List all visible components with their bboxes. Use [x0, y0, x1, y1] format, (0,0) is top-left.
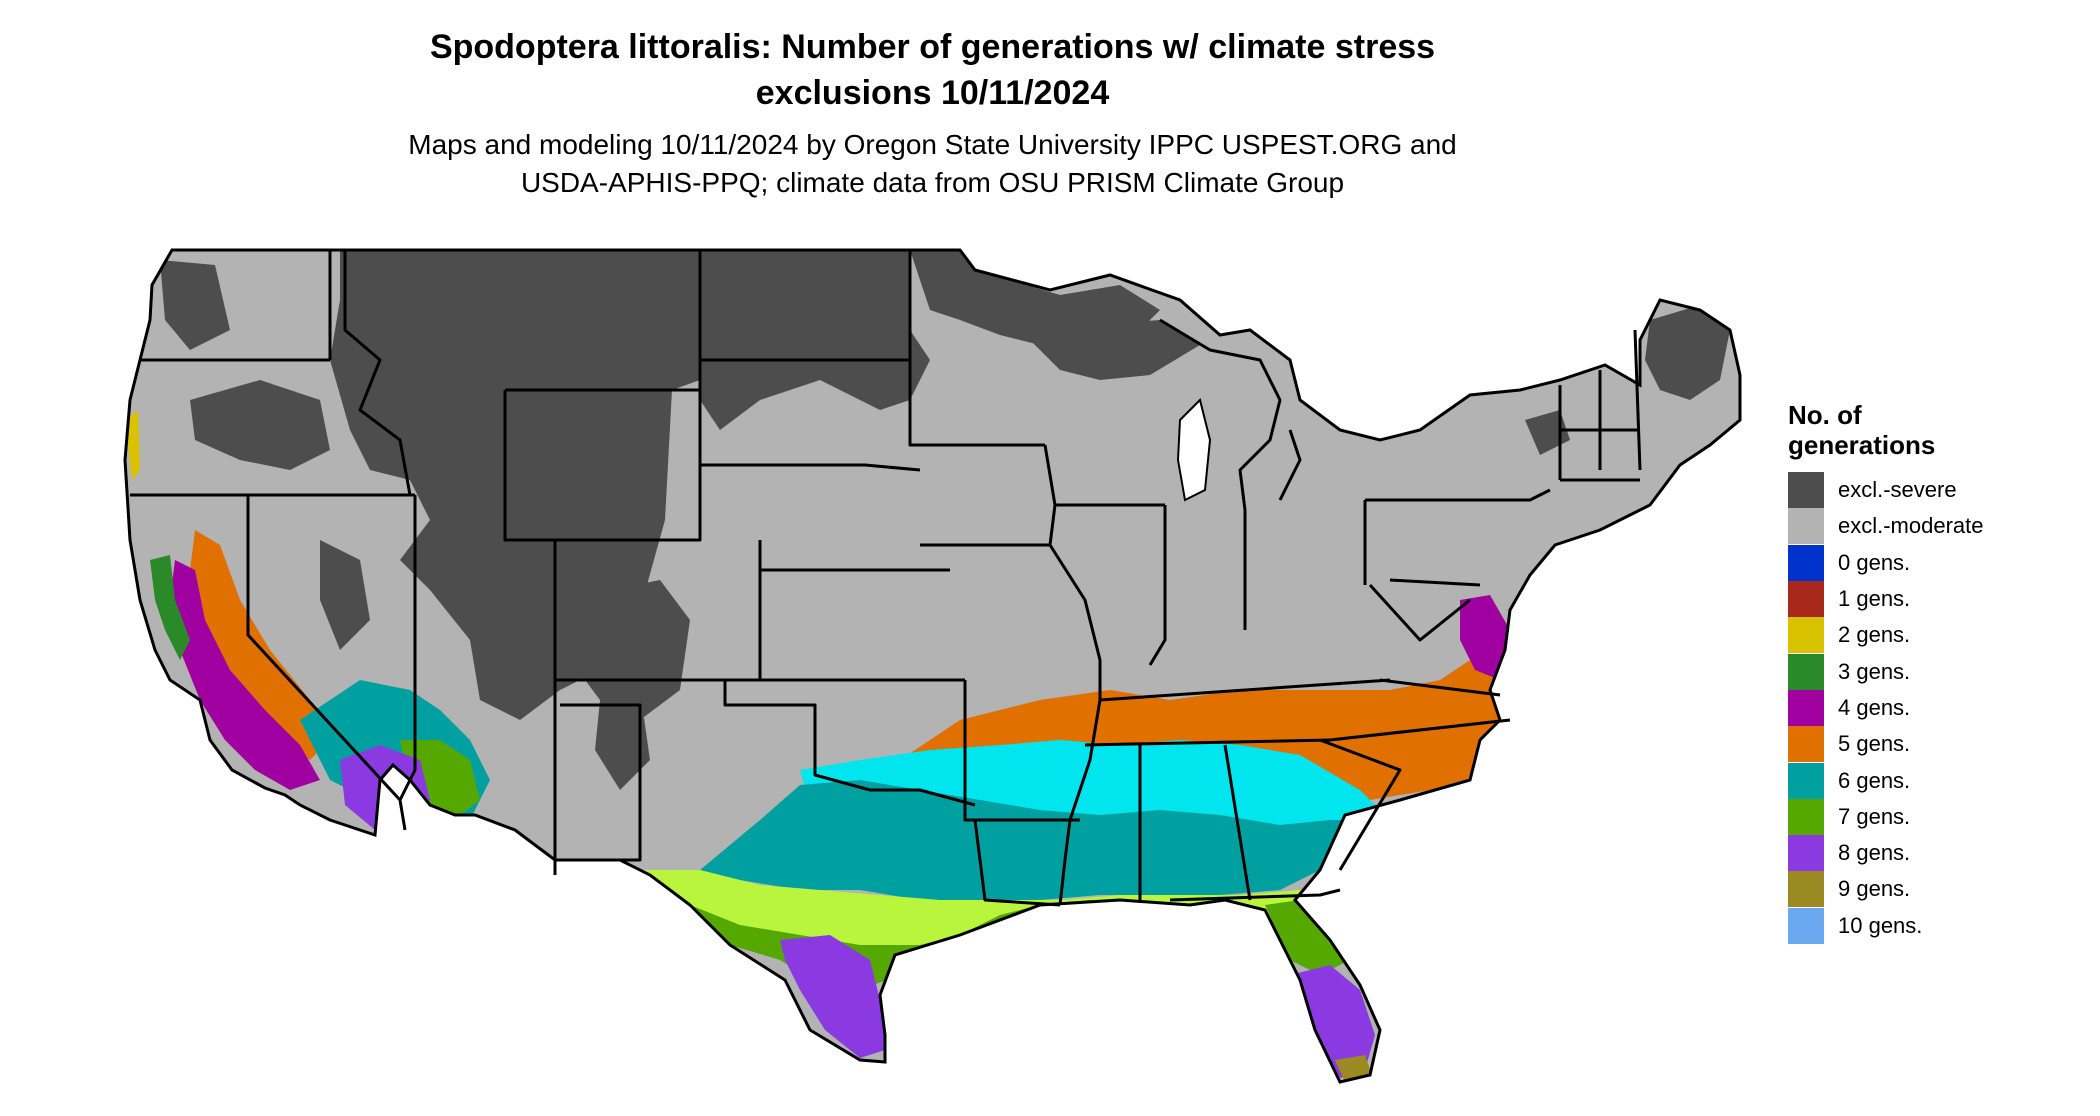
- legend-item: 4 gens.: [1788, 689, 2088, 726]
- region-excl-severe-maine: [1645, 305, 1730, 400]
- boundary-mississippi-river: [1043, 444, 1102, 906]
- boundary-nv-ca: [246, 495, 407, 831]
- boundary-ar-la: [973, 819, 1061, 907]
- legend-swatch: [1788, 617, 1824, 654]
- boundary-ga-fl: [1169, 888, 1341, 902]
- region-8-gens-south-florida: [1290, 965, 1375, 1078]
- legend-label: 6 gens.: [1838, 767, 1911, 793]
- boundary-va-nc: [1379, 678, 1501, 697]
- map-title-line1: Spodoptera littoralis: Number of generat…: [429, 28, 1436, 66]
- region-excl-severe-nevada: [320, 540, 370, 650]
- region-5-gens-california: [190, 530, 330, 760]
- legend-swatch: [1788, 871, 1824, 908]
- legend-swatch: [1788, 581, 1824, 618]
- boundary-wv-va: [1368, 583, 1471, 642]
- boundary-id-mt: [343, 250, 412, 496]
- legend-label: excl.-moderate: [1838, 513, 1984, 539]
- legend-item: 10 gens.: [1788, 907, 2088, 944]
- legend-swatch: [1788, 798, 1824, 835]
- legend-swatch: [1788, 472, 1824, 509]
- map-subtitle: Maps and modeling 10/11/2024 by Oregon S…: [0, 126, 1865, 202]
- map-title: Spodoptera littoralis: Number of generat…: [0, 24, 1865, 116]
- legend-swatch: [1788, 907, 1824, 944]
- boundary-nc-sc: [1329, 718, 1511, 742]
- legend-item: 7 gens.: [1788, 798, 2088, 835]
- boundary-pa-ny: [1365, 488, 1551, 502]
- region-excl-severe-newmexico: [595, 690, 650, 790]
- legend-label: excl.-severe: [1838, 477, 1957, 503]
- region-4-gens-california: [170, 560, 320, 790]
- legend-label: 4 gens.: [1838, 694, 1911, 720]
- lake-michigan: [1176, 398, 1212, 502]
- legend-swatch: [1788, 835, 1824, 872]
- legend-swatch: [1788, 508, 1824, 545]
- legend-title-line2: generations: [1788, 430, 1936, 460]
- boundary-md: [1389, 578, 1481, 587]
- legend-item: 1 gens.: [1788, 581, 2088, 618]
- region-4-gens-va: [1460, 595, 1510, 680]
- boundary-mo-ar: [963, 680, 1080, 822]
- legend-swatch: [1788, 762, 1824, 799]
- legend-item: excl.-severe: [1788, 472, 2088, 509]
- legend-title-line1: No. of: [1788, 400, 1862, 430]
- region-excl-severe-cascades: [160, 260, 230, 350]
- boundary-new-england: [1558, 329, 1642, 482]
- boundary-great-lakes-mi: [1159, 318, 1302, 511]
- region-excl-severe-wisconsin-north: [1030, 320, 1200, 380]
- region-lime-band: [640, 870, 1330, 950]
- legend-label: 3 gens.: [1838, 658, 1911, 684]
- region-7-gens-florida: [1265, 900, 1350, 975]
- legend-item: 8 gens.: [1788, 835, 2088, 872]
- legend-swatch: [1788, 544, 1824, 581]
- boundary-il-in: [1148, 505, 1167, 666]
- legend-item: 3 gens.: [1788, 653, 2088, 690]
- legend-label: 9 gens.: [1838, 876, 1911, 902]
- legend-label: 0 gens.: [1838, 549, 1911, 575]
- legend-item: 5 gens.: [1788, 726, 2088, 763]
- legend-swatch: [1788, 726, 1824, 763]
- map-subtitle-line1: Maps and modeling 10/11/2024 by Oregon S…: [408, 129, 1457, 160]
- boundary-ky-tn: [1099, 678, 1391, 702]
- legend-item: 6 gens.: [1788, 762, 2088, 799]
- legend-label: 2 gens.: [1838, 622, 1911, 648]
- state-boundaries: [130, 248, 1642, 907]
- us-generations-map: [123, 248, 1742, 1084]
- boundary-al-ga: [1223, 744, 1252, 901]
- legend-swatch: [1788, 653, 1824, 690]
- legend-label: 7 gens.: [1838, 803, 1911, 829]
- region-excl-severe-colorado: [560, 580, 690, 720]
- boundary-ga-sc: [1319, 738, 1402, 871]
- region-6-gens-gulf: [700, 780, 1380, 905]
- legend-label: 8 gens.: [1838, 840, 1911, 866]
- region-3-gens-california-coast: [150, 555, 190, 660]
- region-excl-severe-oregon: [190, 380, 330, 470]
- boundary-mn-ia: [908, 250, 1045, 447]
- boundary-nv-ut-az: [398, 495, 417, 801]
- legend-item: 9 gens.: [1788, 871, 2088, 908]
- legend-items: excl.-severe excl.-moderate 0 gens. 1 ge…: [1788, 472, 2088, 944]
- legend-label: 1 gens.: [1838, 586, 1911, 612]
- legend-label: 5 gens.: [1838, 731, 1911, 757]
- region-8-gens-south-texas: [780, 935, 885, 1058]
- boundary-ok-panhandle: [723, 680, 976, 807]
- map-subtitle-line2: USDA-APHIS-PPQ; climate data from OSU PR…: [520, 167, 1345, 198]
- legend-item: 2 gens.: [1788, 617, 2088, 654]
- region-excl-severe-dakota: [700, 250, 930, 430]
- boundary-tn-ms-al-ga: [1084, 738, 1331, 747]
- map-legend: No. of generations excl.-severe excl.-mo…: [1788, 400, 2088, 944]
- boundary-sd-ne: [700, 463, 921, 472]
- legend-swatch: [1788, 689, 1824, 726]
- map-title-line2: exclusions 10/11/2024: [755, 74, 1110, 112]
- region-excl-severe-minnesota: [910, 250, 1160, 345]
- legend-item: 0 gens.: [1788, 544, 2088, 581]
- legend-item: excl.-moderate: [1788, 508, 2088, 545]
- legend-label: 10 gens.: [1838, 912, 1923, 938]
- legend-title: No. of generations: [1788, 400, 2088, 460]
